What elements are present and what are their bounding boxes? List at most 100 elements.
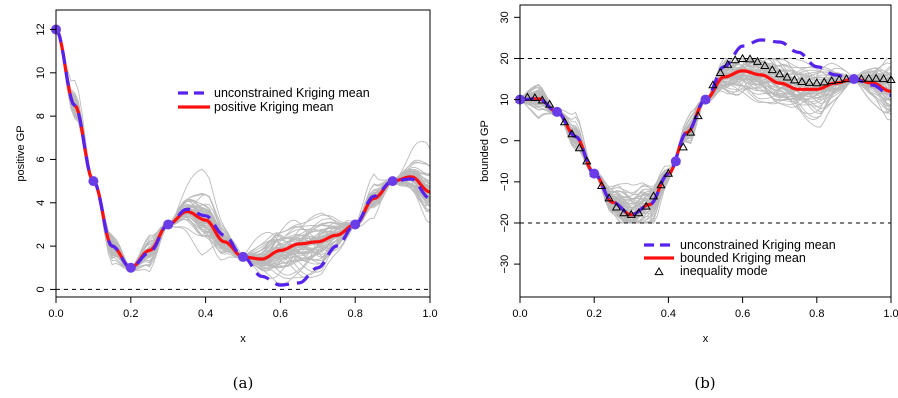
sample-path [56, 29, 430, 269]
chart-panel-positive-gp: 0.0 0.2 0.4 0.6 0.8 1.0 0 2 4 6 8 10 12 x positive … [15, 9, 438, 392]
sample-path [56, 29, 430, 269]
sample-path [56, 29, 430, 269]
observation-point [589, 168, 600, 179]
inequality-mode-marker [634, 208, 644, 217]
y-tick-label: 4 [35, 200, 47, 206]
sample-path [56, 29, 430, 269]
sample-path [56, 29, 430, 269]
inequality-mode-marker [596, 180, 607, 190]
sample-path [56, 29, 430, 269]
y-tick-label: −20 [499, 214, 511, 233]
sample-path [56, 29, 430, 269]
sample-path [56, 29, 430, 271]
y-tick-label: 12 [35, 23, 47, 35]
inequality-mode-marker [775, 69, 785, 78]
sample-path [56, 29, 430, 269]
inequality-mode-marker [567, 129, 577, 138]
sample-path [56, 29, 430, 269]
observation-point [848, 74, 859, 85]
inequality-mode-marker [745, 54, 755, 63]
inequality-mode-marker [582, 156, 592, 165]
inequality-mode-marker [574, 143, 585, 152]
sample-path [56, 29, 430, 269]
caption-b: (b) [694, 374, 715, 392]
sample-path [520, 71, 891, 224]
sample-path [56, 29, 430, 269]
legend: unconstrained Kriging mean bounded Krigi… [644, 238, 836, 278]
plot-frame [519, 4, 892, 298]
observation-point [163, 219, 174, 230]
sample-path [56, 29, 430, 269]
y-tick-label: 2 [35, 243, 47, 249]
sample-path [56, 29, 430, 269]
legend: unconstrained Kriging mean positive Krig… [178, 86, 370, 114]
sample-path [56, 29, 430, 269]
y-tick-label: 8 [35, 113, 47, 119]
sample-path [56, 29, 430, 269]
x-tick-label: 0.0 [48, 308, 63, 320]
legend-swatch-triangle-icon [654, 266, 664, 276]
y-axis-label: positive GP [15, 125, 27, 181]
inequality-mode-marker [626, 209, 636, 218]
sample-path [56, 29, 430, 269]
inequality-mode-marker [767, 64, 777, 74]
inequality-mode-marker [856, 74, 866, 83]
inequality-mode-marker [648, 191, 659, 200]
inequality-mode-marker [678, 142, 688, 151]
inequality-mode-marker [641, 201, 651, 210]
series-group [54, 28, 431, 287]
sample-path [56, 29, 430, 269]
inequality-mode-marker [723, 59, 733, 68]
inequality-mode-marker [530, 92, 540, 102]
inequality-mode-marker [834, 74, 844, 83]
x-tick-label: 0.8 [809, 308, 824, 320]
y-tick-label: 10 [499, 93, 511, 105]
sample-path [56, 29, 430, 269]
sample-path [56, 29, 430, 269]
sample-path [56, 29, 430, 269]
sample-path [520, 58, 891, 191]
sample-path [56, 29, 430, 269]
inequality-mode-marker [537, 95, 547, 104]
inequality-mode-marker [752, 56, 763, 65]
y-tick-label: −30 [499, 255, 511, 274]
sample-path [56, 29, 430, 269]
sample-path [56, 29, 430, 269]
sample-path [520, 71, 891, 220]
legend-label-positive: positive Kriging mean [214, 100, 334, 114]
sample-path [56, 29, 430, 269]
y-tick-label: 6 [35, 156, 47, 162]
plot-frame [55, 9, 431, 298]
constrained-mean-line [54, 28, 431, 270]
sample-path [56, 29, 430, 269]
y-axis: 0 2 4 6 8 10 12 [35, 23, 56, 292]
inequality-mode-marker [782, 72, 792, 81]
observation-points [515, 74, 859, 179]
sample-path [56, 29, 430, 269]
legend-label-unconstrained: unconstrained Kriging mean [214, 86, 370, 100]
x-tick-label: 1.0 [422, 308, 437, 320]
sample-path [56, 29, 430, 269]
x-tick-label: 0.0 [512, 308, 527, 320]
observation-point [552, 106, 563, 117]
inequality-mode-marker [619, 208, 629, 217]
x-tick-label: 0.6 [735, 308, 750, 320]
y-tick-label: 10 [35, 67, 47, 79]
sample-path [56, 29, 430, 269]
sample-path [56, 29, 430, 269]
inequality-mode-marker [708, 80, 718, 89]
observation-point [387, 176, 398, 187]
sample-path [56, 29, 430, 269]
y-tick-label: 0 [35, 286, 47, 292]
x-axis-label: x [240, 333, 246, 345]
inequality-mode-marker [559, 117, 570, 126]
inequality-mode-marker [611, 202, 622, 211]
inequality-mode-marker [797, 76, 807, 86]
observation-point [238, 251, 248, 262]
sample-path [56, 29, 430, 269]
sample-path [56, 29, 430, 269]
inequality-mode-marker [871, 73, 881, 82]
y-tick-label: −10 [499, 173, 511, 192]
observation-point [88, 176, 99, 187]
y-axis-label: bounded GP [479, 120, 491, 182]
